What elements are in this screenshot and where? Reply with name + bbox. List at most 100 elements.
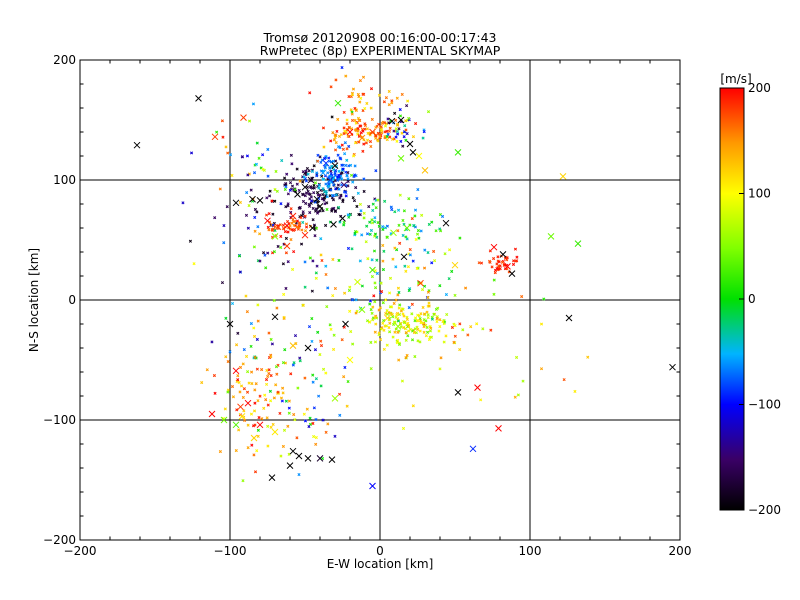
scatter-point — [257, 415, 261, 420]
scatter-point — [316, 159, 320, 163]
scatter-point — [520, 295, 524, 299]
scatter-point — [256, 399, 260, 403]
scatter-point — [309, 201, 313, 205]
scatter-point — [492, 278, 496, 282]
scatter-point — [388, 321, 392, 325]
scatter-point — [368, 220, 372, 224]
cross-marker — [256, 421, 264, 429]
scatter-point — [226, 390, 230, 394]
scatter-point — [309, 186, 313, 190]
cross-marker — [295, 452, 303, 460]
scatter-point — [249, 412, 254, 416]
scatter-point — [321, 187, 325, 191]
scatter-point — [350, 247, 354, 251]
scatter-point — [427, 338, 431, 342]
scatter-point — [346, 379, 350, 384]
scatter-point — [493, 271, 497, 275]
scatter-point — [273, 225, 277, 229]
x-tick-label: 200 — [669, 544, 692, 558]
scatter-point — [283, 229, 287, 234]
scatter-point — [402, 321, 407, 325]
scatter-point — [385, 134, 389, 139]
scatter-point — [479, 398, 483, 402]
scatter-point — [369, 144, 373, 149]
scatter-point — [312, 183, 316, 187]
scatter-point — [407, 289, 411, 293]
scatter-point — [287, 411, 291, 415]
scatter-point — [396, 330, 400, 334]
cross-marker — [232, 199, 240, 207]
scatter-point — [403, 124, 407, 128]
scatter-point — [238, 270, 242, 274]
cross-marker — [400, 253, 408, 261]
scatter-point — [391, 315, 395, 319]
cross-marker — [271, 313, 279, 321]
scatter-point — [238, 365, 243, 369]
scatter-point — [452, 340, 456, 344]
cross-marker — [256, 197, 264, 204]
scatter-point — [343, 152, 347, 156]
scatter-point — [372, 294, 376, 298]
scatter-point — [315, 171, 319, 175]
scatter-point — [347, 288, 351, 293]
scatter-point — [369, 340, 373, 344]
scatter-point — [308, 211, 312, 215]
scatter-point — [500, 260, 504, 264]
scatter-point — [245, 390, 250, 394]
scatter-point — [351, 87, 355, 91]
scatter-point — [301, 180, 305, 184]
scatter-point — [438, 318, 442, 322]
scatter-point — [398, 241, 402, 245]
scatter-point — [364, 240, 368, 244]
scatter-point — [492, 292, 496, 296]
scatter-point — [373, 232, 378, 236]
scatter-point — [328, 323, 332, 327]
scatter-point — [312, 406, 316, 410]
y-axis-label: N-S location [km] — [27, 248, 41, 352]
scatter-point — [218, 187, 222, 191]
scatter-point — [339, 174, 343, 178]
scatter-point — [405, 317, 409, 321]
scatter-point — [412, 330, 416, 335]
scatter-point — [373, 300, 377, 304]
scatter-point — [407, 197, 411, 201]
cross-marker — [369, 128, 376, 136]
scatter-point — [325, 305, 329, 309]
scatter-point — [388, 291, 392, 295]
scatter-point — [246, 446, 250, 450]
scatter-point — [453, 324, 457, 328]
scatter-point — [406, 334, 410, 338]
scatter-point — [387, 326, 391, 330]
cross-marker — [232, 367, 240, 375]
y-tick-label: −200 — [43, 533, 76, 547]
scatter-point — [365, 138, 370, 142]
scatter-point — [319, 339, 323, 343]
scatter-point — [346, 171, 350, 175]
scatter-point — [406, 321, 410, 325]
scatter-point — [388, 126, 392, 130]
scatter-point — [283, 176, 287, 180]
scatter-point — [383, 121, 387, 125]
scatter-point — [279, 202, 283, 206]
scatter-point — [336, 175, 340, 179]
scatter-point — [317, 186, 321, 190]
scatter-point — [274, 169, 278, 173]
scatter-point — [324, 264, 328, 268]
scatter-point — [269, 337, 273, 341]
scatter-point — [298, 179, 302, 183]
scatter-point — [270, 251, 275, 255]
scatter-point — [283, 348, 287, 352]
cross-marker — [442, 219, 450, 227]
scatter-point — [312, 191, 316, 195]
scatter-point — [273, 187, 277, 192]
scatter-point — [359, 209, 363, 213]
scatter-point — [237, 380, 241, 385]
scatter-point — [324, 430, 328, 434]
scatter-point — [301, 199, 306, 203]
scatter-point — [344, 163, 348, 167]
scatter-point — [338, 220, 342, 224]
scatter-point — [401, 426, 406, 431]
scatter-point — [325, 201, 329, 205]
scatter-point — [325, 207, 329, 211]
